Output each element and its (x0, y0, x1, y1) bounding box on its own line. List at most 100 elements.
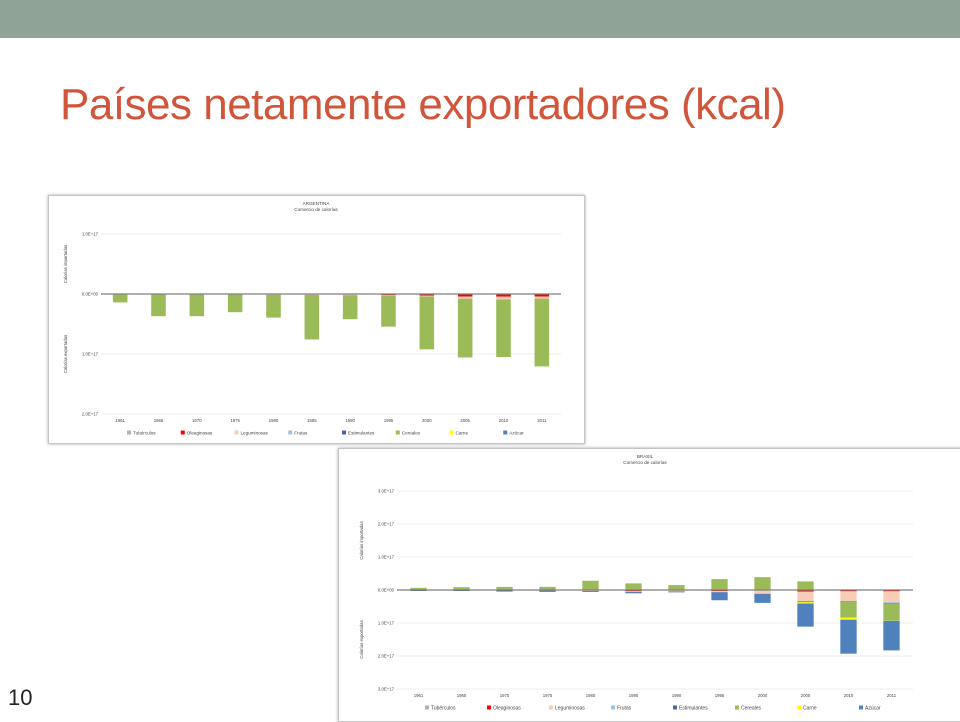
bar-segment (534, 298, 550, 367)
x-tick-label: 1961 (115, 418, 125, 423)
legend-label: Cereales (402, 431, 421, 436)
x-tick-label: 2000 (422, 418, 432, 423)
bar-segment (496, 586, 513, 590)
y-tick-label: 3.0E+17 (378, 687, 395, 692)
legend-label: Tubérculos (133, 431, 156, 436)
bar-segment (189, 294, 205, 317)
bar-segment (457, 296, 473, 299)
legend-swatch (549, 705, 553, 710)
legend-swatch (288, 430, 293, 435)
bar-segment (582, 590, 599, 592)
bar-segment (668, 585, 685, 590)
bar-segment (453, 587, 470, 590)
bar-segment (534, 294, 550, 297)
y-tick-label: 3.0E+17 (378, 489, 395, 494)
x-tick-label: 1990 (345, 418, 355, 423)
y-axis-label-imports: Calorías importadas (359, 521, 364, 559)
legend-label: Leguminosas (555, 706, 585, 712)
y-axis-label-exports: Calorías exportadas (63, 335, 68, 373)
x-tick-label: 2011 (887, 693, 897, 698)
slide-title: Países netamente exportadores (kcal) (60, 80, 786, 129)
legend-swatch (673, 705, 677, 710)
bar-segment (582, 590, 599, 592)
legend-label: Azúcar (865, 706, 881, 712)
bar-segment (840, 601, 857, 618)
legend-swatch (234, 430, 239, 435)
bar-segment (419, 296, 435, 350)
bar-segment (227, 294, 243, 313)
bar-segment (625, 592, 642, 594)
bar-segment (668, 591, 685, 593)
bar-segment (711, 579, 728, 590)
bar-segment (304, 295, 320, 340)
x-tick-label: 2011 (537, 418, 547, 423)
legend-swatch (735, 705, 739, 710)
x-tick-label: 1985 (629, 693, 639, 698)
x-tick-label: 1995 (715, 693, 725, 698)
y-axis-label-exports: Calorías exportadas (359, 620, 364, 658)
y-tick-label: 0.0E+00 (378, 588, 395, 593)
legend-swatch (503, 430, 508, 435)
bar-segment (883, 591, 900, 603)
legend-label: Frutas (617, 706, 632, 712)
x-tick-label: 2000 (758, 693, 768, 698)
y-axis-label-imports: Calorías importadas (63, 245, 68, 283)
legend-swatch (449, 430, 454, 435)
bar-segment (840, 600, 857, 602)
bar-segment (112, 294, 128, 303)
bar-segment (840, 601, 857, 603)
legend-swatch (342, 430, 346, 435)
bar-segment (625, 591, 642, 592)
legend-swatch (859, 705, 863, 710)
bar-segment (754, 590, 771, 594)
bar-segment (883, 602, 900, 603)
x-tick-label: 1990 (672, 693, 682, 698)
x-tick-label: 1980 (586, 693, 596, 698)
x-tick-label: 1965 (154, 418, 164, 423)
legend-label: Leguminosas (241, 431, 269, 436)
bar-segment (754, 577, 771, 590)
bar-segment (797, 603, 814, 627)
bar-segment (840, 590, 857, 592)
y-tick-label: 1.0E+17 (82, 352, 99, 357)
bar-segment (711, 591, 728, 593)
x-tick-label: 2005 (460, 418, 470, 423)
legend-swatch (487, 705, 491, 710)
bar-segment (625, 591, 642, 593)
bar-segment (797, 590, 814, 592)
bar-segment (754, 593, 771, 594)
x-tick-label: 1980 (269, 418, 279, 423)
legend-label: Cereales (741, 706, 762, 712)
y-tick-label: 1.0E+17 (82, 232, 99, 237)
bar-segment (582, 580, 599, 590)
bar-segment (496, 294, 511, 297)
y-tick-label: 2.0E+17 (82, 412, 99, 417)
bar-segment (457, 294, 473, 297)
bar-segment (496, 299, 511, 357)
bar-segment (304, 294, 320, 296)
bar-segment (797, 581, 814, 590)
legend-label: Oleaginosas (187, 431, 213, 436)
bar-segment (754, 593, 771, 595)
bar-segment (539, 586, 556, 590)
bar-segment (840, 591, 857, 601)
bar-segment (151, 294, 166, 317)
legend-label: Carne (803, 706, 817, 712)
legend-label: Oleaginosas (493, 706, 521, 712)
bar-segment (342, 295, 358, 320)
slide-number: 10 (8, 685, 33, 710)
legend-label: Estimulantes (348, 431, 375, 436)
bar-segment (539, 590, 556, 592)
legend-swatch (425, 705, 429, 710)
bar-segment (419, 294, 435, 296)
bar-segment (883, 620, 900, 651)
x-tick-label: 1965 (457, 693, 467, 698)
bar-segment (711, 590, 728, 592)
bar-segment (381, 295, 396, 327)
chart-title: ARGENTINA (303, 201, 331, 206)
bar-segment (539, 591, 556, 592)
bar-segment (342, 294, 358, 296)
bar-segment (883, 590, 900, 592)
bar-segment (266, 294, 281, 318)
